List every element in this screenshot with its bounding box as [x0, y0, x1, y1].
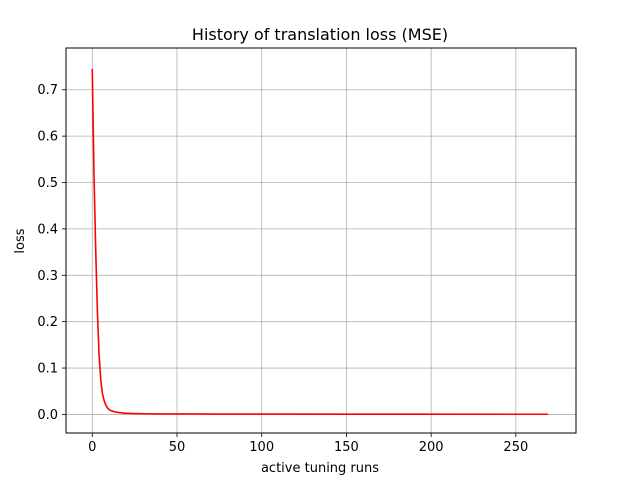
- y-tick-label: 0.0: [37, 408, 58, 423]
- x-tick-label: 150: [334, 440, 359, 455]
- x-tick-label: 100: [249, 440, 274, 455]
- y-tick-label: 0.1: [37, 362, 58, 377]
- chart-title: History of translation loss (MSE): [192, 25, 448, 44]
- grid-lines: [66, 48, 576, 433]
- x-tick-label: 0: [88, 440, 96, 455]
- y-tick-label: 0.4: [37, 222, 58, 237]
- x-tick-label: 200: [419, 440, 444, 455]
- x-axis-ticks: 0 50 100 150 200 250: [88, 433, 528, 455]
- y-axis-ticks: 0.0 0.1 0.2 0.3 0.4 0.5 0.6 0.7: [37, 83, 66, 423]
- y-tick-label: 0.3: [37, 269, 58, 284]
- y-axis-label: loss: [13, 228, 28, 253]
- x-axis-label: active tuning runs: [261, 461, 379, 476]
- plot-series: [91, 68, 549, 416]
- x-tick-label: 250: [503, 440, 528, 455]
- y-tick-label: 0.6: [37, 130, 58, 145]
- series-line-loss: [91, 68, 549, 416]
- y-tick-label: 0.5: [37, 176, 58, 191]
- y-tick-label: 0.2: [37, 315, 58, 330]
- axes-frame: [65, 47, 577, 434]
- x-tick-label: 50: [169, 440, 186, 455]
- y-tick-label: 0.7: [37, 83, 58, 98]
